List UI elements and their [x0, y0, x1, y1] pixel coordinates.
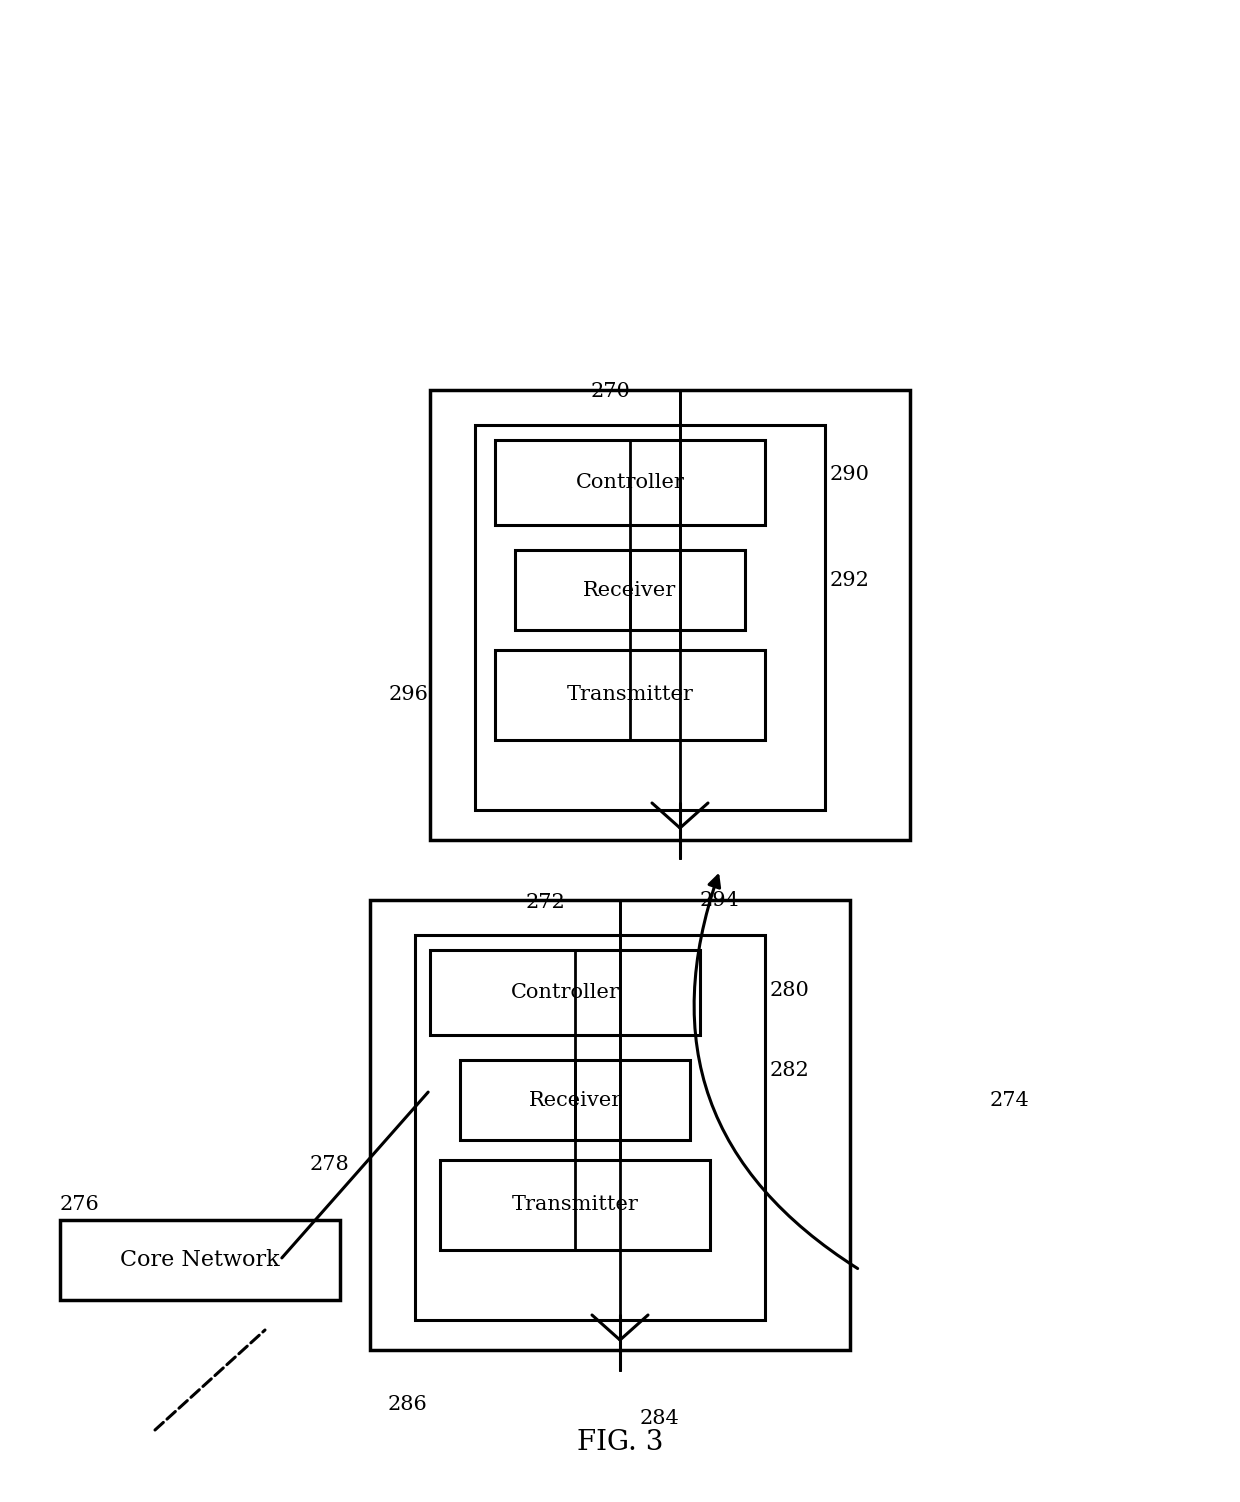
Bar [440, 1160, 711, 1250]
Text: Receiver: Receiver [583, 580, 677, 599]
Text: Controller: Controller [575, 473, 684, 493]
Text: Transmitter: Transmitter [512, 1196, 639, 1215]
Text: 280: 280 [770, 981, 810, 999]
Bar [515, 550, 745, 629]
Bar [370, 900, 849, 1350]
Bar [430, 949, 701, 1035]
Text: 278: 278 [310, 1155, 350, 1175]
Text: 294: 294 [701, 891, 740, 910]
Text: 272: 272 [525, 894, 565, 912]
Text: FIG. 3: FIG. 3 [577, 1428, 663, 1455]
Bar [415, 936, 765, 1320]
Text: 284: 284 [640, 1409, 680, 1427]
Bar [495, 650, 765, 740]
Bar [60, 1220, 340, 1301]
Bar [460, 1060, 689, 1140]
Text: 286: 286 [388, 1395, 428, 1415]
Bar [475, 425, 825, 810]
Text: 274: 274 [990, 1090, 1029, 1110]
Text: 296: 296 [388, 685, 428, 704]
Text: Controller: Controller [511, 982, 620, 1002]
Text: 276: 276 [60, 1196, 99, 1214]
Text: 270: 270 [590, 382, 630, 401]
Text: 282: 282 [770, 1060, 810, 1080]
Text: Core Network: Core Network [120, 1250, 280, 1271]
Text: Receiver: Receiver [528, 1090, 621, 1110]
Text: Transmitter: Transmitter [567, 685, 693, 704]
Bar [430, 391, 910, 840]
Bar [495, 440, 765, 526]
Text: 290: 290 [830, 466, 870, 485]
Text: 292: 292 [830, 571, 870, 589]
